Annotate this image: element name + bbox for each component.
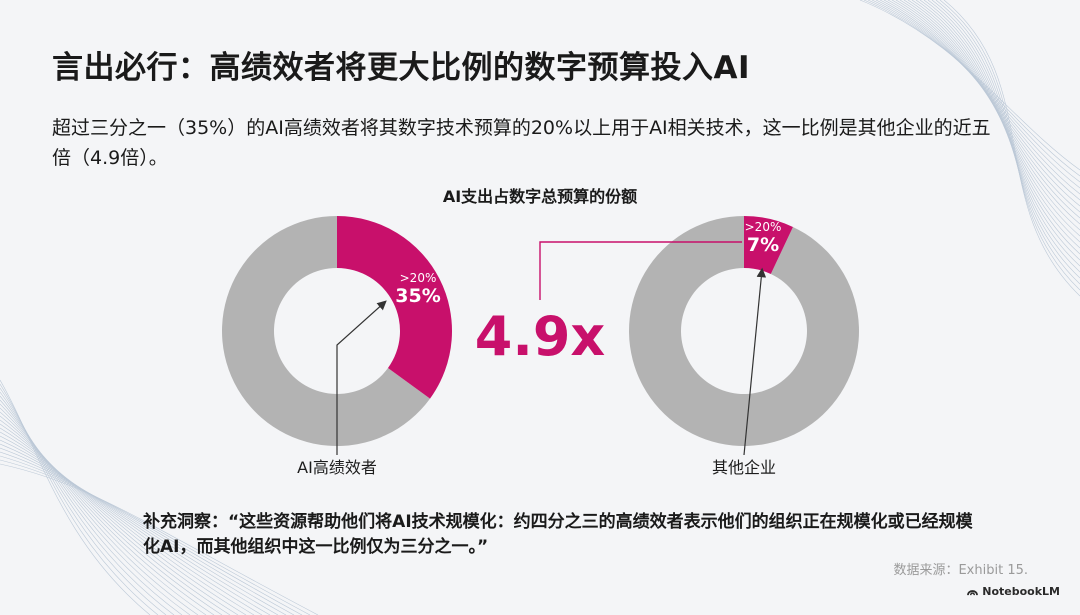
data-source: 数据来源：Exhibit 15. xyxy=(893,563,1028,578)
brand-name: NotebookLM xyxy=(982,585,1060,598)
chart-title: AI支出占数字总预算的份额 xyxy=(442,187,638,206)
insight-quote: 补充洞察：“这些资源帮助他们将AI技术规模化：约四分之三的高绩效者表示他们的组织… xyxy=(143,512,973,557)
brand-badge: NotebookLM xyxy=(967,585,1060,598)
donut-slice-rest xyxy=(628,216,859,447)
value-label: 35% xyxy=(395,285,440,307)
donut-slice-rest xyxy=(221,216,431,446)
category-label: AI高绩效者 xyxy=(297,458,377,477)
notebooklm-logo-icon xyxy=(967,590,979,596)
page-title: 言出必行：高绩效者将更大比例的数字预算投入AI xyxy=(52,50,751,86)
category-label: 其他企业 xyxy=(712,458,776,477)
comparison-connector xyxy=(539,241,742,300)
pointer-arrow xyxy=(743,267,767,456)
multiplier-label: 4.9x xyxy=(475,305,606,368)
threshold-label: >20% xyxy=(400,271,437,285)
donut-slice-highlight xyxy=(744,216,793,274)
threshold-label: >20% xyxy=(745,220,782,234)
pointer-arrow xyxy=(336,300,387,455)
value-label: 7% xyxy=(747,234,779,256)
donut-slice-highlight xyxy=(337,216,452,399)
page-subtitle: 超过三分之一（35%）的AI高绩效者将其数字技术预算的20%以上用于AI相关技术… xyxy=(52,117,991,169)
